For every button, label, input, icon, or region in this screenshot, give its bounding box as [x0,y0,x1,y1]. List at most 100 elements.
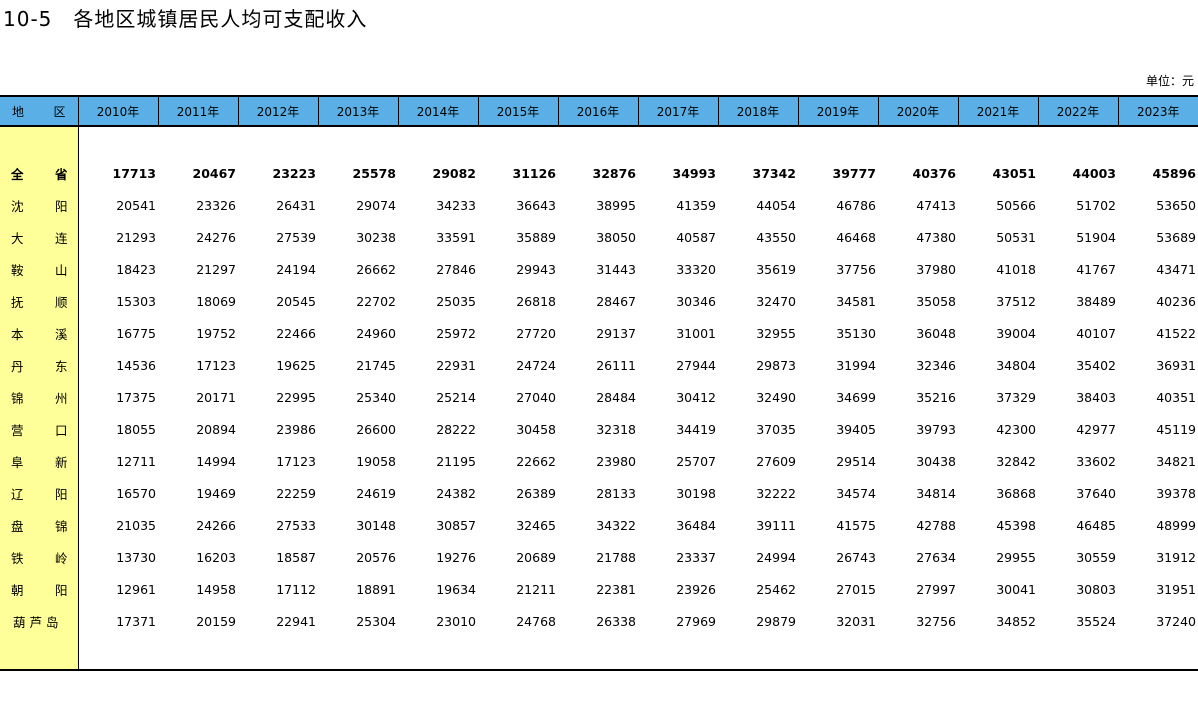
region-name: 葫芦岛 [0,612,78,631]
year-column-header: 2012年 [237,95,318,127]
value-cell: 27846 [436,261,476,277]
region-name: 营口 [0,420,78,439]
empty-cell [638,637,718,671]
value-cell: 19276 [436,549,476,565]
value-cell: 35524 [1076,613,1116,629]
value-cell: 16775 [116,325,156,341]
region-name: 抚顺 [0,292,78,311]
value-cell: 32955 [756,325,796,341]
empty-cell [158,637,238,671]
value-cell: 21297 [196,261,236,277]
value-cell: 16203 [196,549,236,565]
value-cell: 20467 [192,165,237,181]
value-cell: 20576 [356,549,396,565]
value-cell: 30458 [516,421,556,437]
value-cell: 34804 [996,357,1036,373]
value-cell: 36868 [996,485,1036,501]
value-cell: 24266 [196,517,236,533]
year-column-header: 2019年 [797,95,878,127]
value-cell: 30148 [356,517,396,533]
table-row: 营口 18055 20894 23986 26600 28222 30458 32318 344… [0,413,1198,445]
region-name-char: 省 [54,166,68,182]
region-name: 盘锦 [0,516,78,535]
value-cell: 38489 [1076,293,1116,309]
value-cell: 25462 [756,581,796,597]
value-cell: 20541 [116,197,156,213]
value-cell: 22995 [276,389,316,405]
region-name-char: 葫 [13,614,26,630]
region-name-char: 丹 [11,358,24,374]
value-cell: 30412 [676,389,716,405]
empty-cell [958,126,1038,157]
value-cell: 32031 [836,613,876,629]
region-name-char: 鞍 [11,262,24,278]
empty-cell [1118,637,1198,671]
region-name: 丹东 [0,356,78,375]
value-cell: 27609 [756,453,796,469]
region-column-header: 地 区 [0,95,78,127]
value-cell: 35216 [916,389,956,405]
value-cell: 29955 [996,549,1036,565]
empty-cell [798,637,878,671]
value-cell: 45398 [996,517,1036,533]
empty-cell [478,126,558,157]
region-name-char: 盘 [11,518,24,534]
empty-cell [718,637,798,671]
region-cell: 全省 [0,157,79,189]
value-cell: 26111 [596,357,636,373]
value-cell: 30438 [916,453,956,469]
income-table: 地 区 2010年 2011年 2012年 2013年 2014年 2015年 2016年 2… [0,95,1198,671]
value-cell: 24194 [276,261,316,277]
value-cell: 27944 [676,357,716,373]
table-row: 鞍山 18423 21297 24194 26662 27846 29943 31443 333… [0,253,1198,285]
empty-cell [1118,126,1198,157]
value-cell: 30041 [996,581,1036,597]
region-name-char: 锦 [11,390,24,406]
value-cell: 23326 [196,197,236,213]
value-cell: 32318 [596,421,636,437]
value-cell: 21788 [596,549,636,565]
value-cell: 29074 [356,197,396,213]
region-name: 沈阳 [0,196,78,215]
value-cell: 17375 [116,389,156,405]
value-cell: 18069 [196,293,236,309]
value-cell: 30198 [676,485,716,501]
table-row: 丹东 14536 17123 19625 21745 22931 24724 26111 279… [0,349,1198,381]
value-cell: 28484 [596,389,636,405]
empty-cell [1038,637,1118,671]
value-cell: 17123 [276,453,316,469]
region-name-char: 山 [54,262,68,278]
value-cell: 27997 [916,581,956,597]
empty-cell [478,637,558,671]
region-name-char: 辽 [11,486,24,502]
value-cell: 32346 [916,357,956,373]
value-cell: 27969 [676,613,716,629]
empty-cell [398,637,478,671]
region-name-char: 新 [54,454,68,470]
value-cell: 36484 [676,517,716,533]
region-cell: 大连 [0,221,79,253]
value-cell: 23986 [276,421,316,437]
region-cell: 鞍山 [0,253,79,285]
value-cell: 41767 [1076,261,1116,277]
empty-cell [238,126,318,157]
value-cell: 15303 [116,293,156,309]
year-column-header: 2018年 [717,95,798,127]
value-cell: 46485 [1076,517,1116,533]
value-cell: 18423 [116,261,156,277]
table-row: 朝阳 12961 14958 17112 18891 19634 21211 22381 239… [0,573,1198,605]
value-cell: 24619 [356,485,396,501]
value-cell: 22662 [516,453,556,469]
value-cell: 51904 [1076,229,1116,245]
income-table-container: 地 区 2010年 2011年 2012年 2013年 2014年 2015年 2016年 2… [0,95,1198,671]
value-cell: 24960 [356,325,396,341]
value-cell: 29137 [596,325,636,341]
table-row: 盘锦 21035 24266 27533 30148 30857 32465 34322 364… [0,509,1198,541]
region-name-char: 大 [11,230,24,246]
region-cell: 辽阳 [0,477,79,509]
table-row: 阜新 12711 14994 17123 19058 21195 22662 23980 257… [0,445,1198,477]
value-cell: 24276 [196,229,236,245]
value-cell: 26389 [516,485,556,501]
value-cell: 26818 [516,293,556,309]
value-cell: 28467 [596,293,636,309]
